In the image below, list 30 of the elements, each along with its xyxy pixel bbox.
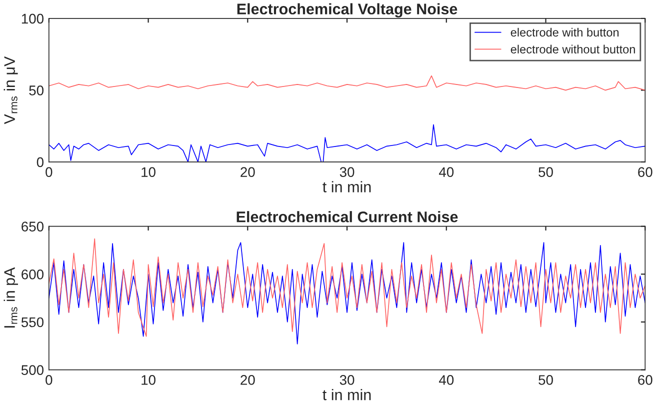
y-tick-label: 0 [36,157,44,168]
chart-title: Electrochemical Voltage Noise [237,3,458,18]
x-tick-label: 30 [340,167,354,178]
y-tick-label: 650 [22,222,44,232]
x-tick-label: 20 [240,375,255,385]
x-tick-label: 50 [538,167,553,178]
chart-title: Electrochemical Current Noise [236,211,458,222]
x-tick-label: 40 [438,375,454,385]
x-tick-label: 10 [142,375,156,385]
x-tick-label: 0 [46,167,52,178]
x-tick-label: 30 [340,375,354,385]
y-tick-label: 100 [22,14,44,24]
x-tick-label: 60 [638,167,652,178]
x-tick-label: 20 [240,167,255,178]
y-axis-title: V$_{rms}$ in μV [4,56,18,124]
legend-label: electrode with button [510,28,619,37]
x-tick-label: 10 [142,167,156,178]
y-axis-title: I$_{rms}$ in pA [4,267,18,328]
legend-label: electrode without button [510,44,635,54]
x-axis-title: t in min [322,181,371,192]
y-tick-label: 500 [21,365,44,375]
y-tick-label: 600 [22,269,44,280]
y-tick-label: 50 [29,86,44,96]
x-tick-label: 50 [538,375,553,385]
line-series [48,75,646,91]
x-tick-label: 60 [638,375,652,385]
y-tick-label: 550 [21,317,44,328]
x-tick-label: 40 [438,167,454,178]
x-axis-title: t in min [322,389,371,400]
x-tick-label: 0 [46,375,52,385]
